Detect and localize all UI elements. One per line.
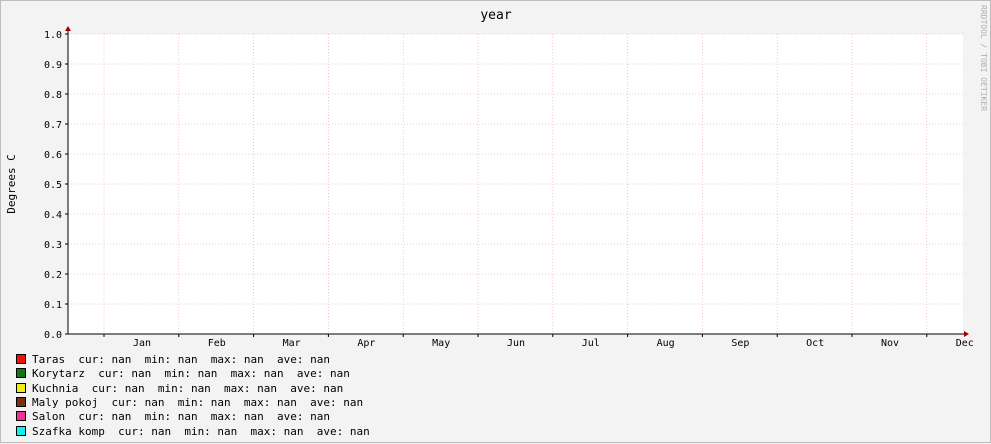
legend-label: Kuchnia cur: nan min: nan max: nan ave: … — [32, 381, 344, 395]
legend-entry: Maly pokoj cur: nan min: nan max: nan av… — [16, 395, 364, 409]
y-tick-label: 0.5 — [44, 180, 62, 191]
legend-entry: Kuchnia cur: nan min: nan max: nan ave: … — [16, 381, 344, 395]
y-tick-label: 0.6 — [44, 150, 62, 161]
x-tick-label: Apr — [357, 338, 375, 349]
x-tick-label: Nov — [881, 338, 899, 349]
y-tick-label: 0.8 — [44, 90, 62, 101]
legend-swatch — [16, 396, 26, 407]
x-tick-label: Jan — [133, 338, 151, 349]
y-tick-label: 0.3 — [44, 240, 62, 251]
legend-label: Maly pokoj cur: nan min: nan max: nan av… — [32, 395, 364, 409]
legend-label: Korytarz cur: nan min: nan max: nan ave:… — [32, 367, 350, 381]
y-axis-label: Degrees C — [5, 154, 18, 214]
y-tick-label: 0.2 — [44, 270, 62, 281]
legend-entry: Korytarz cur: nan min: nan max: nan ave:… — [16, 368, 350, 380]
legend-entry: Salon cur: nan min: nan max: nan ave: na… — [16, 411, 330, 423]
y-tick-label: 0.4 — [44, 210, 62, 221]
x-tick-label: Sep — [731, 338, 749, 349]
legend-swatch — [16, 411, 26, 422]
x-tick-label: Oct — [806, 338, 824, 349]
y-tick-label: 0.7 — [44, 120, 62, 131]
y-tick-label: 0.9 — [44, 60, 62, 71]
watermark: RRDTOOL / TOBI OETIKER — [979, 5, 988, 111]
x-tick-label: May — [432, 338, 450, 349]
x-tick-label: Mar — [283, 338, 301, 349]
legend-swatch — [16, 354, 26, 364]
legend-label: Szafka komp cur: nan min: nan max: nan a… — [32, 424, 370, 438]
y-tick-label: 0.0 — [44, 330, 62, 341]
legend-entry: Taras cur: nan min: nan max: nan ave: na… — [16, 354, 330, 366]
legend-swatch — [16, 425, 26, 436]
legend-entry: Szafka komp cur: nan min: nan max: nan a… — [16, 424, 370, 438]
plot-area: 0.0 0.1 0.2 0.3 0.4 0.5 0.6 0.7 0.8 0.9 1.0 Jan Feb M… — [44, 26, 974, 349]
legend-label: Salon cur: nan min: nan max: nan ave: na… — [32, 410, 331, 424]
legend-swatch — [16, 368, 26, 379]
y-axis-arrow — [65, 26, 71, 31]
x-tick-label: Jul — [582, 338, 600, 349]
y-tick-label: 0.1 — [44, 300, 62, 311]
x-tick-label: Dec — [956, 338, 974, 349]
y-tick-label: 1.0 — [44, 30, 62, 41]
chart-title: year — [480, 8, 511, 23]
legend-label: Taras cur: nan min: nan max: nan ave: na… — [32, 353, 331, 366]
x-tick-label: Feb — [208, 338, 226, 349]
legend-swatch — [16, 382, 26, 393]
x-tick-label: Jun — [507, 338, 525, 349]
x-axis-arrow — [964, 331, 969, 337]
x-tick-label: Aug — [657, 338, 675, 349]
